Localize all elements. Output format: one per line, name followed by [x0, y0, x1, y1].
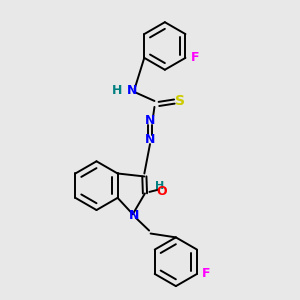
- Text: O: O: [157, 185, 167, 198]
- Text: F: F: [191, 51, 199, 64]
- Text: N: N: [145, 133, 155, 146]
- Text: N: N: [129, 209, 140, 222]
- Text: S: S: [175, 94, 185, 108]
- Text: H: H: [155, 181, 164, 191]
- Text: H: H: [111, 84, 122, 97]
- Text: N: N: [145, 114, 155, 127]
- Text: N: N: [127, 84, 137, 97]
- Text: F: F: [201, 267, 210, 280]
